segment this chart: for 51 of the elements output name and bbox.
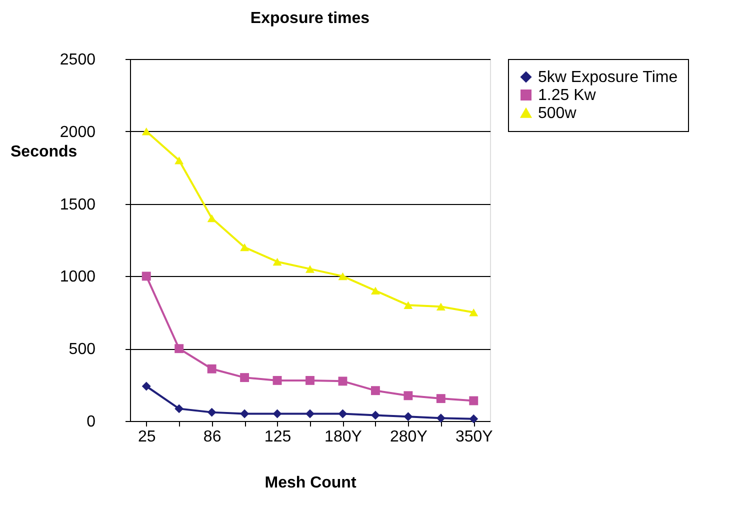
point: [240, 409, 250, 418]
point: [404, 391, 413, 400]
point: [469, 308, 478, 316]
point: [207, 214, 216, 222]
point: [436, 302, 446, 310]
point: [142, 382, 151, 391]
point: [436, 414, 446, 423]
point: [174, 404, 184, 414]
point: [370, 386, 380, 396]
point: [338, 272, 348, 280]
legend-label: 5kw Exposure Time: [538, 69, 678, 86]
x-tick-label: 125: [264, 428, 292, 446]
point: [174, 156, 184, 164]
point: [306, 265, 314, 273]
point: [240, 243, 250, 252]
point: [404, 412, 413, 422]
y-tick-label: 1500: [60, 196, 96, 214]
x-tick-label: 25: [138, 428, 156, 446]
point: [272, 409, 282, 418]
point: [207, 408, 216, 417]
point: [306, 376, 314, 385]
point: [272, 376, 282, 385]
x-tick-label: 86: [203, 428, 222, 446]
point: [240, 373, 250, 382]
point: [370, 286, 380, 295]
point: [469, 414, 478, 424]
y-tick-label: 0: [86, 414, 96, 430]
point: [142, 272, 151, 281]
point: [338, 376, 348, 386]
y-tick-label: 1000: [60, 268, 96, 286]
y-axis-title: Seconds: [10, 144, 78, 160]
point: [174, 344, 184, 354]
point: [469, 396, 478, 406]
x-tick-label: 280Y: [390, 428, 428, 446]
point: [272, 258, 282, 266]
point: [338, 409, 348, 418]
y-tick-label: 500: [68, 341, 96, 358]
point: [142, 128, 151, 136]
y-tick-label: 2500: [60, 52, 96, 68]
legend-label: 1.25 Kw: [538, 87, 596, 104]
point: [370, 410, 380, 420]
point: [207, 364, 216, 374]
point: [436, 394, 446, 404]
x-axis-title: Mesh Count: [264, 474, 357, 492]
legend-label: 500w: [538, 105, 577, 122]
point: [404, 301, 413, 310]
x-tick-label: 180Y: [324, 428, 362, 446]
chart-title: Exposure times: [250, 10, 370, 27]
y-tick-label: 2000: [60, 124, 96, 141]
point: [306, 409, 314, 418]
x-tick-label: 350Y: [455, 428, 494, 446]
